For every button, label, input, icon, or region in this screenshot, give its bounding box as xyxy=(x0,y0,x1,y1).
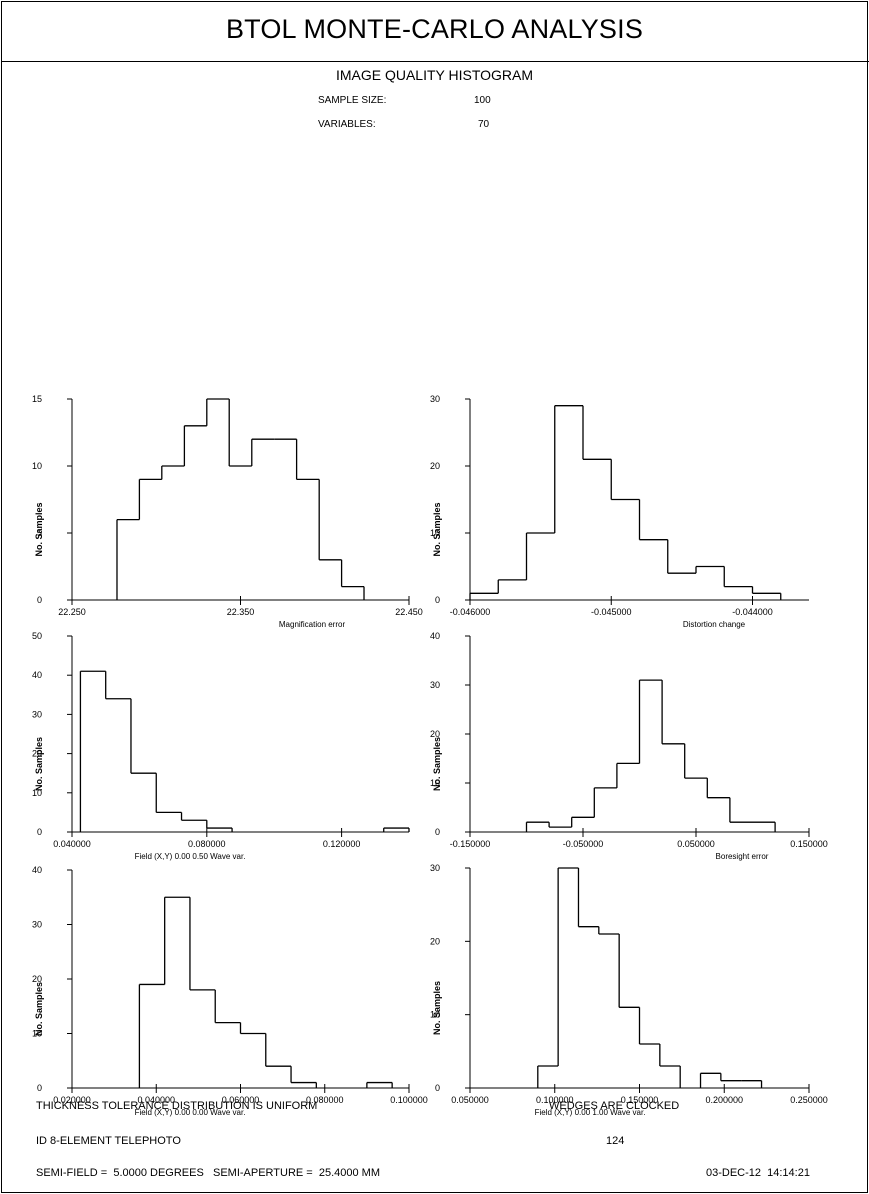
y-tick-label: 0 xyxy=(37,1083,42,1093)
y-tick-label: 30 xyxy=(32,709,42,719)
x-tick-label: 0.040000 xyxy=(137,1095,175,1105)
y-tick-label: 30 xyxy=(430,680,440,690)
x-tick-label: 0.120000 xyxy=(323,839,361,849)
y-tick-label: 15 xyxy=(32,394,42,404)
x-tick-label: 0.020000 xyxy=(53,1095,91,1105)
y-axis-label: No. Samples xyxy=(432,737,442,791)
histogram-panel-4: 0 10 20 30 40 -0.150000 -0.050000 0.050000 0.150… xyxy=(430,631,828,861)
y-axis-label: No. Samples xyxy=(432,981,442,1035)
y-tick-label: 0 xyxy=(435,1083,440,1093)
y-tick-label: 20 xyxy=(32,749,42,759)
sample-size-value: 100 xyxy=(474,95,491,106)
title-bar xyxy=(1,2,869,62)
page-title: BTOL MONTE-CARLO ANALYSIS xyxy=(225,14,644,44)
wedges-note: WEDGES ARE CLOCKED xyxy=(549,1100,680,1112)
histogram-panel-2: 0 10 20 30 -0.046000 -0.045000 -0.044000 Distor… xyxy=(430,394,809,629)
histogram-panel-3: 0 10 20 30 40 50 0.040000 0.080000 0.120000 Field… xyxy=(32,631,410,861)
variables-value: 70 xyxy=(478,119,490,130)
x-tick-label: 22.350 xyxy=(227,607,255,617)
x-tick-label: 0.050000 xyxy=(677,839,715,849)
y-tick-label: 40 xyxy=(32,670,42,680)
y-tick-label: 20 xyxy=(32,974,42,984)
sample-size-label: SAMPLE SIZE: xyxy=(318,95,387,106)
y-tick-label: 20 xyxy=(430,936,440,946)
y-tick-label: 10 xyxy=(430,1010,440,1020)
y-tick-label: 0 xyxy=(435,595,440,605)
x-tick-label: -0.050000 xyxy=(563,839,604,849)
y-axis-label: No. Samples xyxy=(34,502,44,556)
x-tick-label: 0.200000 xyxy=(705,1095,743,1105)
y-axis-label: No. Samples xyxy=(34,982,44,1036)
y-tick-label: 20 xyxy=(430,729,440,739)
x-axis-label: Field (X,Y) 0.00 1.00 Wave var. xyxy=(535,1108,646,1117)
x-tick-label: 0.150000 xyxy=(621,1095,659,1105)
y-tick-label: 10 xyxy=(32,461,42,471)
x-tick-label: 0.080000 xyxy=(188,839,226,849)
x-tick-label: -0.045000 xyxy=(591,607,632,617)
x-tick-label: 22.250 xyxy=(58,607,86,617)
x-tick-label: 22.450 xyxy=(395,607,423,617)
x-axis-label: Distortion change xyxy=(683,620,746,629)
x-tick-label: 0.100000 xyxy=(390,1095,428,1105)
x-tick-label: -0.150000 xyxy=(450,839,491,849)
histogram-panel-5: 0 10 20 30 40 0.020000 0.040000 0.060000 0.08000… xyxy=(32,865,428,1117)
y-tick-label: 10 xyxy=(32,788,42,798)
field-aperture-note: SEMI-FIELD = 5.0000 DEGREES SEMI-APERTUR… xyxy=(36,1167,380,1179)
y-tick-label: 50 xyxy=(32,631,42,641)
distribution-note: THICKNESS TOLERANCE DISTRIBUTION IS UNIF… xyxy=(36,1100,318,1112)
y-axis-label: No. Samples xyxy=(432,502,442,556)
y-tick-label: 5 xyxy=(37,528,42,538)
y-tick-label: 0 xyxy=(37,595,42,605)
x-tick-label: 0.250000 xyxy=(790,1095,828,1105)
x-tick-label: 0.150000 xyxy=(790,839,828,849)
y-tick-label: 10 xyxy=(32,1029,42,1039)
y-tick-label: 30 xyxy=(430,863,440,873)
x-axis-label: Field (X,Y) 0.00 0.50 Wave var. xyxy=(135,852,246,861)
x-tick-label: 0.040000 xyxy=(53,839,91,849)
x-tick-label: -0.044000 xyxy=(732,607,773,617)
y-tick-label: 10 xyxy=(430,778,440,788)
variables-label: VARIABLES: xyxy=(318,119,376,130)
x-tick-label: 0.100000 xyxy=(536,1095,574,1105)
y-tick-label: 30 xyxy=(32,920,42,930)
page-subtitle: IMAGE QUALITY HISTOGRAM xyxy=(335,67,534,83)
histogram-panel-1: 0 5 10 15 22.250 22.350 22.450 Magnification er… xyxy=(32,394,423,629)
lens-id: ID 8-ELEMENT TELEPHOTO xyxy=(36,1135,181,1147)
x-tick-label: -0.046000 xyxy=(450,607,491,617)
y-axis-label: No. Samples xyxy=(34,737,44,791)
y-tick-label: 0 xyxy=(435,827,440,837)
y-tick-label: 10 xyxy=(430,528,440,538)
x-tick-label: 0.080000 xyxy=(306,1095,344,1105)
x-tick-label: 0.050000 xyxy=(451,1095,489,1105)
y-tick-label: 30 xyxy=(430,394,440,404)
y-tick-label: 40 xyxy=(430,631,440,641)
y-tick-label: 20 xyxy=(430,461,440,471)
timestamp: 03-DEC-12 14:14:21 xyxy=(706,1167,810,1179)
y-tick-label: 40 xyxy=(32,865,42,875)
x-tick-label: 0.060000 xyxy=(222,1095,260,1105)
run-number: 124 xyxy=(606,1135,625,1147)
x-axis-label: Magnification error xyxy=(279,620,346,629)
x-axis-label: Field (X,Y) 0.00 0.00 Wave var. xyxy=(135,1108,246,1117)
histogram-panel-6: 0 10 20 30 0.050000 0.100000 0.150000 0.200000 0… xyxy=(430,863,828,1117)
x-axis-label: Boresight error xyxy=(716,852,769,861)
y-tick-label: 0 xyxy=(37,827,42,837)
